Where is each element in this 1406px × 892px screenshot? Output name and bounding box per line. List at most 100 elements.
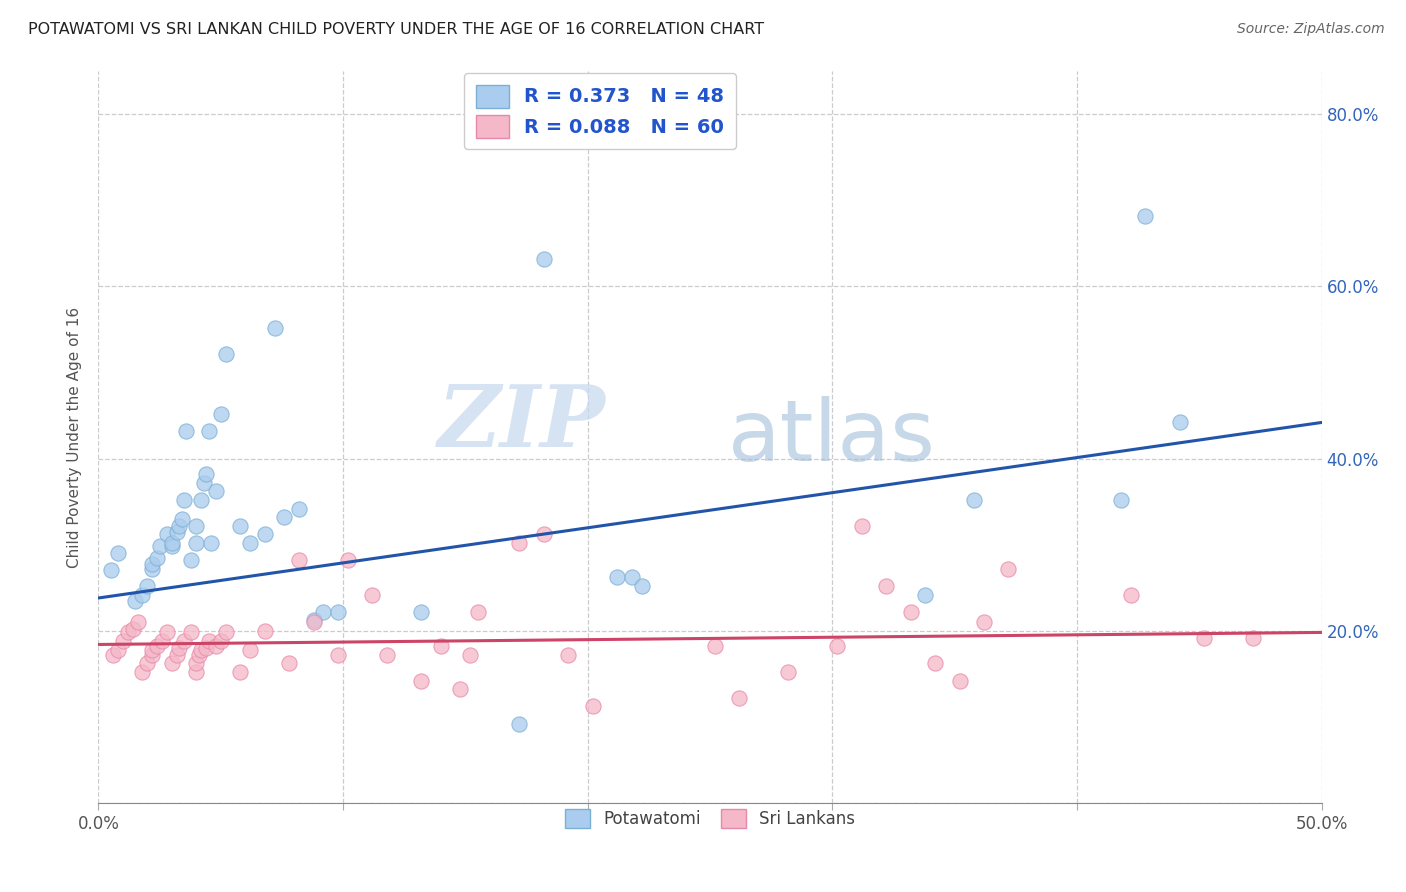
Point (186, 665, 208, 679)
Point (581, 699, 603, 714)
Point (190, 492, 212, 507)
Point (963, 492, 986, 507)
Point (450, 682, 472, 697)
Point (101, 648, 124, 662)
Point (111, 634, 134, 648)
Point (107, 546, 129, 560)
Point (173, 634, 195, 648)
Point (156, 527, 179, 541)
Point (160, 536, 183, 550)
Point (205, 639, 228, 653)
Y-axis label: Child Poverty Under the Age of 16: Child Poverty Under the Age of 16 (67, 307, 83, 567)
Point (620, 570, 643, 584)
Point (1241, 631, 1264, 645)
Point (167, 518, 190, 533)
Point (136, 579, 159, 593)
Point (288, 501, 311, 516)
Point (186, 518, 208, 533)
Point (141, 557, 163, 571)
Point (180, 553, 202, 567)
Point (997, 562, 1019, 576)
Point (312, 605, 335, 619)
Point (195, 467, 218, 481)
Point (127, 615, 149, 629)
Point (107, 642, 129, 657)
Point (131, 665, 153, 679)
Point (229, 518, 252, 533)
Point (924, 657, 946, 671)
Point (239, 536, 262, 550)
Point (167, 640, 190, 655)
Point (176, 424, 198, 438)
Point (533, 252, 555, 266)
Point (124, 593, 146, 607)
Point (1135, 209, 1157, 223)
Point (411, 673, 433, 688)
Point (170, 512, 193, 526)
Point (467, 605, 489, 619)
Point (1168, 416, 1191, 430)
Point (778, 665, 800, 679)
Text: atlas: atlas (728, 395, 936, 479)
Point (186, 536, 208, 550)
Point (197, 634, 219, 648)
Point (239, 642, 262, 657)
Point (214, 346, 236, 360)
Point (430, 639, 453, 653)
Point (1119, 588, 1142, 602)
Point (973, 615, 995, 629)
Point (948, 673, 970, 688)
Point (141, 642, 163, 657)
Point (141, 648, 163, 662)
Point (533, 527, 555, 541)
Point (190, 642, 212, 657)
Point (195, 640, 218, 655)
Point (200, 536, 222, 550)
Point (630, 579, 652, 593)
Point (302, 615, 325, 629)
Point (703, 639, 725, 653)
Point (263, 320, 285, 334)
Point (508, 716, 530, 731)
Point (336, 553, 359, 567)
Point (197, 424, 219, 438)
Text: ZIP: ZIP (439, 381, 606, 464)
Point (557, 648, 579, 662)
Point (193, 475, 215, 490)
Point (328, 648, 350, 662)
Point (156, 625, 179, 640)
Point (361, 588, 384, 602)
Legend: Potawatomi, Sri Lankans: Potawatomi, Sri Lankans (558, 803, 862, 835)
Point (117, 625, 139, 640)
Point (253, 624, 276, 638)
Point (209, 634, 232, 648)
Point (875, 579, 897, 593)
Point (508, 536, 530, 550)
Point (166, 524, 188, 539)
Point (149, 540, 172, 554)
Point (302, 613, 325, 627)
Point (146, 639, 169, 653)
Point (288, 553, 311, 567)
Point (1109, 492, 1132, 507)
Point (214, 625, 236, 640)
Point (186, 657, 208, 671)
Point (914, 588, 936, 602)
Point (411, 605, 433, 619)
Point (121, 622, 143, 636)
Point (205, 484, 228, 499)
Point (273, 510, 295, 524)
Point (141, 562, 163, 576)
Text: POTAWATOMI VS SRI LANKAN CHILD POVERTY UNDER THE AGE OF 16 CORRELATION CHART: POTAWATOMI VS SRI LANKAN CHILD POVERTY U… (28, 22, 765, 37)
Point (229, 665, 252, 679)
Point (160, 657, 183, 671)
Point (146, 550, 169, 565)
Point (278, 657, 301, 671)
Point (209, 407, 232, 421)
Point (100, 564, 122, 578)
Point (1192, 631, 1215, 645)
Point (851, 518, 873, 533)
Point (825, 639, 848, 653)
Point (180, 625, 202, 640)
Point (187, 648, 209, 662)
